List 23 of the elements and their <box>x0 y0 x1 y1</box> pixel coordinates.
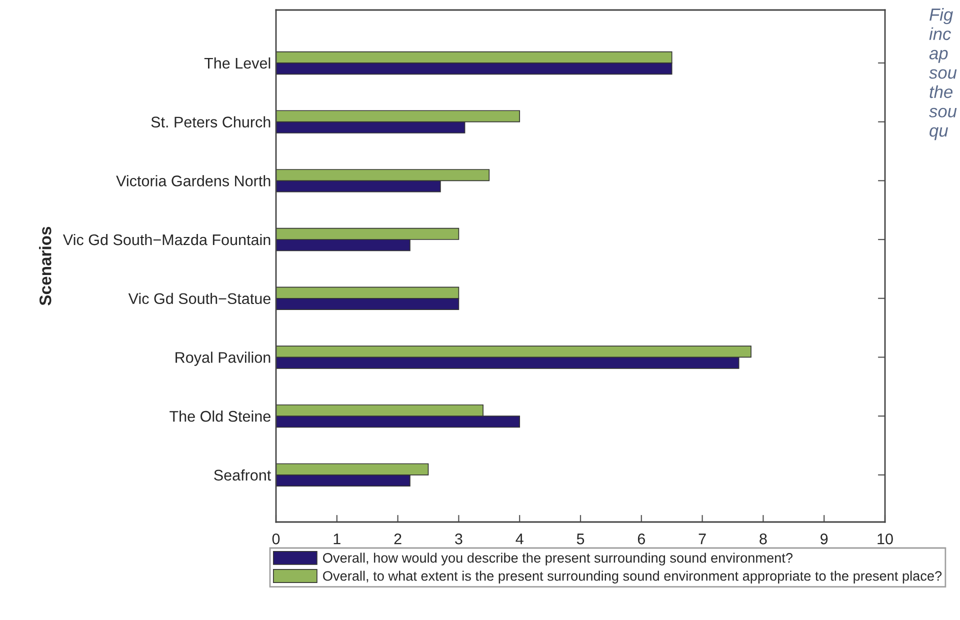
legend-label: Overall, to what extent is the present surrounding sound environment appropriate to the present place? <box>323 570 942 584</box>
y-tick-label: The Old Steine <box>170 410 270 422</box>
text: Fig inc ap sou the sou qu <box>929 8 957 140</box>
x-tick-label: 7 <box>698 534 706 544</box>
y-tick-label: St. Peters Church <box>151 116 270 128</box>
y-tick-label: Vic Gd South−Statue <box>128 292 270 304</box>
y-tick-label: The Level <box>204 57 270 69</box>
y-tick-label: Seafront <box>214 469 272 481</box>
y-tick-label: Royal Pavilion <box>176 352 270 366</box>
x-tick-label: 4 <box>516 534 524 544</box>
x-tick-label: 1 <box>334 534 340 544</box>
x-tick-label: 2 <box>394 534 402 544</box>
legend-label: Overall, how would you describe the present surrounding sound environment? <box>323 552 793 566</box>
y-tick-label: Victoria Gardens North <box>116 175 270 186</box>
x-tick-label: 5 <box>576 534 584 544</box>
x-tick-label: 8 <box>760 534 767 544</box>
y-tick-label: Vic Gd South−Mazda Fountain <box>62 234 270 246</box>
x-tick-label: 10 <box>878 534 893 544</box>
x-tick-label: 9 <box>820 534 828 544</box>
x-tick-label: 6 <box>638 534 645 544</box>
y-axis-title: Scenarios <box>39 226 52 306</box>
x-tick-label: 3 <box>455 534 462 544</box>
x-tick-label: 0 <box>272 534 280 544</box>
